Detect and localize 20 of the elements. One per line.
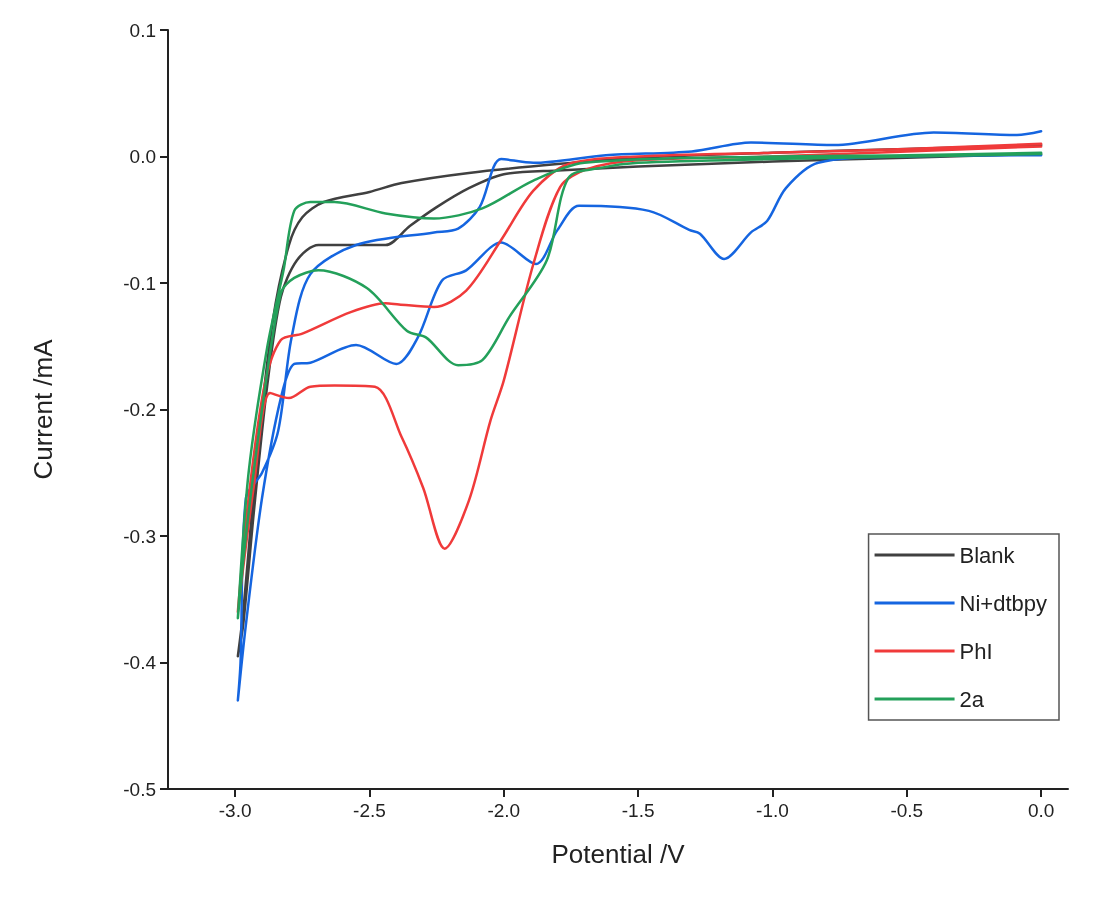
x-axis-title: Potential /V [551, 839, 686, 869]
x-tick-label: 0.0 [1027, 800, 1055, 821]
y-tick-label: 0.0 [129, 146, 156, 167]
x-tick-label: -1.5 [621, 800, 655, 821]
x-tick-label: -2.5 [353, 800, 386, 821]
legend-label: 2a [959, 686, 985, 712]
y-tick-label: -0.2 [123, 399, 156, 420]
y-tick-label: -0.3 [123, 525, 156, 547]
y-tick-label: -0.5 [123, 778, 156, 800]
legend-label: PhI [959, 638, 993, 664]
y-tick-label: -0.4 [123, 652, 157, 673]
y-tick-label: -0.1 [123, 272, 156, 294]
x-tick-label: -0.5 [890, 800, 924, 821]
legend-label: Blank [959, 542, 1016, 568]
legend-label: Ni+dtbpy [959, 590, 1048, 616]
x-tick-label: -1.0 [756, 800, 789, 821]
y-axis-title: Current /mA [28, 338, 58, 480]
x-tick-label: -3.0 [218, 800, 252, 821]
x-tick-label: -2.0 [487, 800, 521, 821]
y-tick-label: 0.1 [129, 19, 156, 41]
